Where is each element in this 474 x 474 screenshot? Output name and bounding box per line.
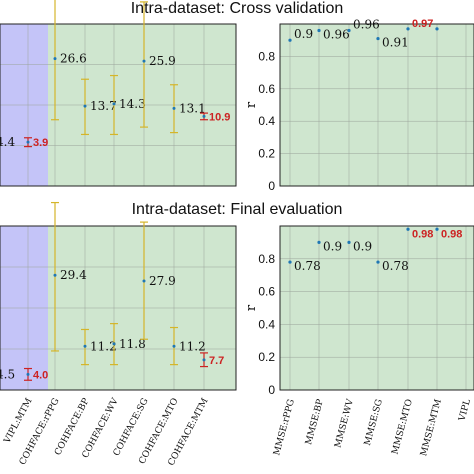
data-label-bottom-1: 29.4 (60, 268, 87, 282)
r-point-bottom-4 (406, 227, 410, 231)
axes-frame-right-bottom (279, 225, 474, 391)
mean-point-top-3 (112, 102, 116, 106)
mean-point-bottom-6 (202, 358, 206, 362)
r-label-bottom-4: 0.98 (412, 228, 433, 240)
r-point-top-1 (317, 28, 321, 33)
data-label-top-6: 10.9 (209, 111, 230, 123)
ytick-label-right-top-0: 0 (268, 179, 275, 193)
xtick-label-right-2: MMSE:WV (333, 398, 356, 449)
xtick-label-right-3: MMSE:SG (363, 398, 385, 447)
r-label-bottom-5: 0.98 (441, 228, 462, 240)
r-label-bottom-2: 0.9 (353, 239, 372, 253)
ytick-label-right-top-3: 0.6 (258, 82, 275, 96)
ytick-label-right-bottom-4: 0.8 (258, 252, 275, 266)
r-point-bottom-5 (435, 227, 439, 231)
ytick-label-right-bottom-0: 0 (268, 383, 275, 397)
r-point-bottom-1 (317, 240, 321, 244)
chart-title-bottom: Intra-dataset: Final evaluation (131, 201, 343, 218)
mean-point-top-6 (202, 114, 206, 118)
data-label-top-1: 26.6 (60, 52, 87, 66)
axes-frame-bottom (0, 225, 237, 391)
xtick-label-right-1: MMSE:BP (304, 398, 326, 446)
ytick-label-right-top-4: 0.8 (258, 49, 275, 63)
r-label-bottom-3: 0.78 (382, 259, 409, 273)
xtick-label-right-4: MMSE:MTO (391, 398, 415, 455)
ylabel-right-bottom: r (244, 304, 259, 311)
data-label-bottom-2: 11.2 (90, 339, 117, 353)
ytick-label-right-top-2: 0.4 (258, 114, 275, 128)
data-label-top-0: 3.9 (33, 137, 48, 149)
r-label-top-4: 0.97 (412, 18, 433, 30)
data-label-bottom-5: 11.2 (179, 339, 206, 353)
green-region-right-bottom (280, 226, 474, 390)
mean-point-bottom-0 (26, 372, 30, 376)
ytick-label-right-bottom-3: 0.6 (258, 285, 275, 299)
partial-label-bottom: 4.5 (0, 367, 15, 381)
data-label-top-4: 25.9 (149, 54, 176, 68)
xtick-label-right-5: MMSE:MTM (419, 398, 444, 457)
r-label-top-0: 0.9 (294, 27, 313, 41)
data-label-bottom-3: 11.8 (119, 337, 146, 351)
mean-point-top-4 (142, 59, 146, 63)
data-label-bottom-4: 27.9 (149, 274, 176, 288)
mean-point-top-5 (172, 106, 176, 110)
mean-point-bottom-2 (83, 344, 87, 348)
data-label-top-5: 13.1 (179, 101, 206, 115)
r-point-top-0 (288, 38, 292, 42)
r-point-bottom-2 (347, 240, 351, 244)
data-label-top-2: 13.7 (90, 99, 117, 113)
ytick-label-right-bottom-2: 0.4 (258, 317, 275, 331)
mean-point-top-0 (26, 140, 30, 144)
ytick-label-right-top-1: 0.2 (258, 147, 275, 161)
r-label-bottom-1: 0.9 (323, 239, 342, 253)
r-label-bottom-0: 0.78 (294, 259, 321, 273)
data-label-bottom-0: 4.0 (33, 369, 48, 381)
ytick-label-right-bottom-1: 0.2 (258, 350, 275, 364)
green-region-right-top (280, 24, 474, 186)
data-label-bottom-6: 7.7 (209, 355, 224, 367)
data-label-top-3: 14.3 (119, 97, 146, 111)
ylabel-right-top: r (244, 101, 259, 108)
chart-title-top: Intra-dataset: Cross validation (130, 0, 344, 17)
axes-frame-top (0, 23, 237, 187)
r-point-top-5 (435, 27, 439, 31)
xtick-label-right-6: VIPL (457, 398, 473, 423)
r-label-top-3: 0.91 (382, 36, 409, 50)
r-point-top-4 (406, 27, 410, 31)
mean-point-top-1 (53, 57, 57, 61)
r-point-bottom-3 (376, 260, 380, 264)
r-label-top-2: 0.96 (353, 17, 380, 31)
mean-point-bottom-1 (53, 273, 57, 277)
mean-point-top-2 (83, 104, 87, 108)
partial-label-top: 4.4 (0, 135, 15, 149)
r-point-bottom-0 (288, 260, 292, 264)
r-point-top-2 (347, 28, 351, 33)
r-label-top-1: 0.96 (323, 27, 350, 41)
xtick-label-right-0: MMSE:rPPG (272, 398, 297, 456)
mean-point-bottom-3 (112, 342, 116, 346)
axes-frame-right-top (279, 23, 474, 187)
r-point-top-3 (376, 36, 380, 41)
mean-point-bottom-4 (142, 279, 146, 283)
mean-point-bottom-5 (172, 344, 176, 348)
